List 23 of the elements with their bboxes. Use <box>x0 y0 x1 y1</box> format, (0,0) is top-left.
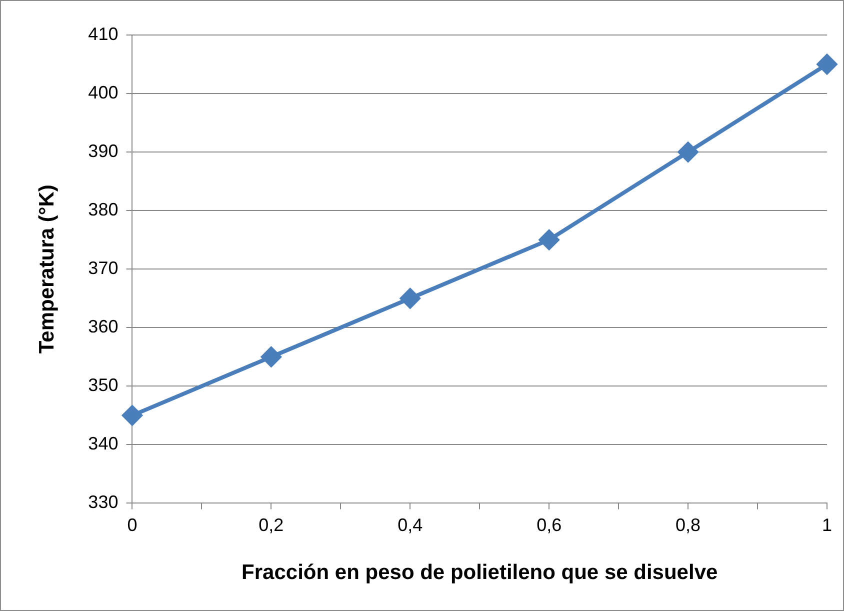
x-tick-label: 0,6 <box>536 514 562 535</box>
y-tick-label: 340 <box>88 434 118 454</box>
x-tick-label: 0,8 <box>676 514 701 535</box>
x-axis-title: Fracción en peso de polietileno que se disuelve <box>242 561 718 584</box>
y-tick-label: 410 <box>88 24 118 44</box>
point <box>122 405 142 426</box>
y-tick-label: 370 <box>88 258 118 278</box>
y-tick-label: 330 <box>88 492 118 512</box>
x-tick-label: 1 <box>822 514 832 535</box>
y-tick-label: 350 <box>88 375 118 396</box>
point <box>817 54 837 74</box>
point <box>261 346 282 367</box>
x-tick-label: 0 <box>127 514 138 535</box>
point <box>539 230 560 250</box>
y-axis-title: Temperatura (°K) <box>35 184 58 354</box>
y-tick-label: 380 <box>88 200 118 220</box>
x-tick-label: 0,4 <box>398 514 423 535</box>
x-tick-label: 0,2 <box>258 514 284 535</box>
y-tick-label: 400 <box>88 82 118 102</box>
point <box>678 142 698 162</box>
point <box>400 288 420 308</box>
y-tick-label: 360 <box>88 316 118 337</box>
y-tick-label: 390 <box>88 141 118 162</box>
